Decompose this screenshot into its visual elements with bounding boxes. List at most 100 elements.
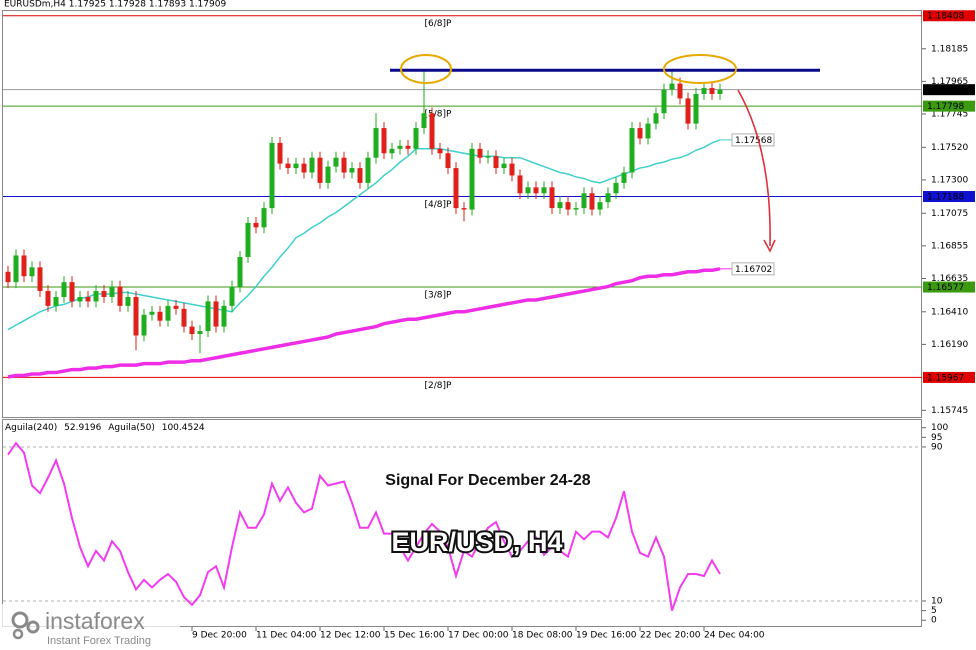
indicator-panel-frame bbox=[2, 419, 922, 627]
candle-body bbox=[245, 222, 251, 257]
murrey-label: [3/8]P bbox=[425, 291, 453, 301]
end-label: 1.17568 bbox=[735, 136, 772, 146]
candle-body bbox=[85, 296, 91, 302]
candle-body bbox=[389, 148, 395, 154]
candle-body bbox=[317, 157, 323, 183]
candle-body bbox=[357, 168, 363, 183]
y-tick-label: 1.16410 bbox=[931, 307, 968, 317]
signal-title: Signal For December 24-28 bbox=[385, 472, 591, 489]
candle-body bbox=[189, 326, 195, 335]
candle-body bbox=[173, 305, 179, 309]
candle-body bbox=[661, 89, 667, 114]
candle-body bbox=[93, 291, 99, 302]
candle-body bbox=[349, 168, 355, 173]
candle-body bbox=[69, 282, 75, 302]
candle-body bbox=[693, 93, 699, 124]
candle-body bbox=[557, 202, 563, 209]
candle-body bbox=[341, 157, 347, 173]
end-label-box bbox=[731, 262, 775, 276]
x-tick-label: 24 Dec 04:00 bbox=[704, 631, 765, 641]
candle-body bbox=[573, 208, 579, 210]
candle-body bbox=[37, 267, 43, 292]
price-label: 1.17909 bbox=[927, 86, 964, 96]
indicator-value: 100.4524 bbox=[162, 423, 205, 433]
logo-icon bbox=[26, 620, 40, 634]
candle-body bbox=[237, 256, 243, 287]
candle-body bbox=[709, 88, 715, 94]
moving-average bbox=[7, 267, 721, 379]
candle-body bbox=[309, 157, 315, 173]
y-tick-label: 1.16190 bbox=[931, 340, 968, 350]
candle-body bbox=[365, 157, 371, 183]
candle-body bbox=[381, 128, 387, 154]
candle-body bbox=[701, 88, 707, 94]
candle-body bbox=[437, 148, 443, 154]
candle-body bbox=[597, 202, 603, 210]
candle-body bbox=[165, 305, 171, 321]
y-tick-label: 10 bbox=[931, 596, 943, 606]
candle-body bbox=[405, 145, 411, 149]
candle-body bbox=[157, 311, 163, 321]
y-tick-label: 1.17300 bbox=[931, 175, 968, 185]
candle-body bbox=[77, 296, 83, 302]
candle-body bbox=[5, 271, 11, 283]
candle-body bbox=[45, 291, 51, 306]
y-tick-label: 100 bbox=[931, 423, 948, 433]
candle-body bbox=[413, 128, 419, 149]
candle-body bbox=[373, 128, 379, 158]
candle-body bbox=[29, 267, 35, 277]
y-tick-label: 1.17745 bbox=[931, 109, 968, 119]
candle-body bbox=[613, 182, 619, 194]
y-tick-label: 1.18185 bbox=[931, 44, 968, 54]
forecast-arrowhead bbox=[763, 239, 776, 253]
candle-body bbox=[21, 255, 27, 277]
candle-body bbox=[109, 286, 115, 297]
candle-body bbox=[525, 187, 531, 194]
indicator-line bbox=[7, 441, 721, 611]
candle-body bbox=[285, 163, 291, 169]
price-label-box bbox=[923, 371, 975, 383]
brand-name: instaforex bbox=[45, 608, 145, 634]
candle-body bbox=[253, 222, 259, 228]
highlight-ellipse bbox=[400, 54, 452, 84]
candle-body bbox=[261, 208, 267, 228]
candle-body bbox=[469, 148, 475, 210]
candle-body bbox=[197, 331, 203, 335]
x-tick-label: 15 Dec 16:00 bbox=[384, 631, 445, 641]
candle-body bbox=[485, 156, 491, 158]
candle-body bbox=[133, 296, 139, 336]
indicator-header: Aguila(240) 52.9196 Aguila(50) 100.4524 bbox=[5, 423, 205, 433]
candle-body bbox=[517, 175, 523, 194]
candle-body bbox=[141, 314, 147, 336]
x-tick-label: 19 Dec 16:00 bbox=[576, 631, 637, 641]
price-label: 1.17798 bbox=[927, 102, 964, 112]
candle-body bbox=[461, 208, 467, 210]
candle-body bbox=[621, 172, 627, 183]
end-label: 1.16702 bbox=[735, 265, 772, 275]
y-tick-label: 95 bbox=[931, 433, 942, 443]
price-label-box bbox=[923, 281, 975, 293]
candle-body bbox=[125, 296, 131, 306]
candle-body bbox=[629, 128, 635, 173]
candle-body bbox=[429, 113, 435, 149]
x-tick-label: 9 Dec 20:00 bbox=[192, 631, 247, 641]
candle-body bbox=[565, 202, 571, 210]
candle-body bbox=[605, 193, 611, 203]
forecast-arrow bbox=[737, 89, 771, 247]
candle-body bbox=[213, 301, 219, 327]
candle-body bbox=[677, 83, 683, 99]
candle-body bbox=[61, 282, 67, 297]
highlight-ellipse bbox=[663, 54, 737, 84]
candle-body bbox=[205, 301, 211, 332]
candle-body bbox=[397, 145, 403, 149]
candle-body bbox=[453, 168, 459, 209]
pair-title: EUR/USD, H4 bbox=[391, 527, 562, 557]
annotations: Signal For December 24-28 EUR/USD, H4 in… bbox=[0, 54, 776, 650]
price-label: 1.18408 bbox=[927, 12, 964, 22]
candle-body bbox=[293, 163, 299, 169]
candle-body bbox=[277, 142, 283, 164]
candle-body bbox=[589, 193, 595, 210]
